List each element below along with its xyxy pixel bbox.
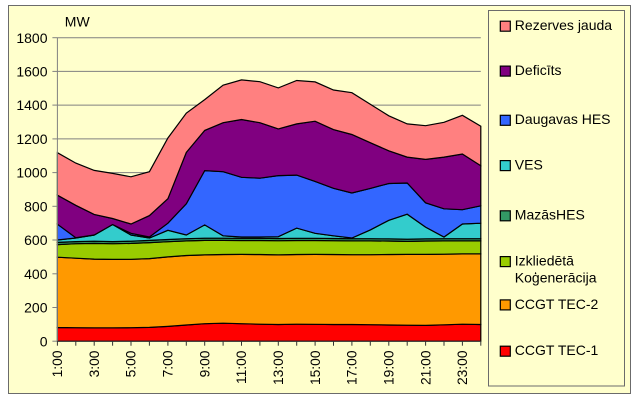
svg-text:17:00: 17:00 (345, 350, 360, 385)
svg-text:15:00: 15:00 (308, 350, 323, 385)
svg-text:21:00: 21:00 (418, 350, 433, 385)
svg-text:Rezerves jauda: Rezerves jauda (515, 17, 612, 33)
svg-text:3:00: 3:00 (87, 350, 102, 377)
svg-text:1400: 1400 (16, 97, 47, 113)
svg-text:1200: 1200 (16, 131, 47, 147)
svg-text:Deficīts: Deficīts (515, 62, 562, 78)
svg-text:CCGT TEC-1: CCGT TEC-1 (515, 342, 599, 358)
svg-text:19:00: 19:00 (382, 350, 397, 385)
svg-text:200: 200 (24, 300, 48, 316)
svg-text:11:00: 11:00 (234, 350, 249, 384)
svg-text:7:00: 7:00 (161, 350, 176, 377)
svg-text:1000: 1000 (16, 165, 47, 181)
svg-text:Izkliedētā: Izkliedētā (515, 253, 574, 269)
svg-text:13:00: 13:00 (271, 350, 286, 385)
svg-text:1800: 1800 (16, 30, 47, 46)
svg-text:MW: MW (65, 14, 91, 30)
svg-text:9:00: 9:00 (197, 350, 212, 377)
svg-text:400: 400 (24, 266, 48, 282)
svg-text:5:00: 5:00 (124, 350, 139, 377)
svg-text:1:00: 1:00 (50, 350, 65, 377)
svg-text:MazāsHES: MazāsHES (515, 207, 585, 223)
svg-text:800: 800 (24, 198, 48, 214)
svg-text:Koģenerācija: Koģenerācija (515, 270, 597, 286)
svg-text:0: 0 (40, 333, 48, 349)
svg-text:600: 600 (24, 232, 48, 248)
svg-text:Daugavas HES: Daugavas HES (515, 111, 611, 127)
svg-text:1600: 1600 (16, 64, 47, 80)
svg-text:23:00: 23:00 (455, 350, 470, 385)
svg-text:CCGT TEC-2: CCGT TEC-2 (515, 296, 599, 312)
svg-text:VES: VES (515, 157, 543, 173)
